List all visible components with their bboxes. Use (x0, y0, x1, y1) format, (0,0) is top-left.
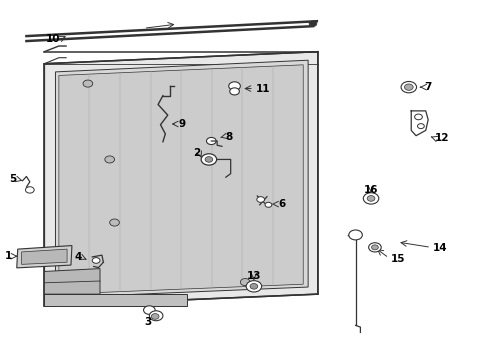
Circle shape (201, 154, 217, 165)
Text: 14: 14 (433, 243, 448, 253)
Polygon shape (44, 294, 187, 306)
Text: 1: 1 (4, 251, 12, 261)
Circle shape (417, 123, 424, 129)
Text: 16: 16 (364, 185, 378, 195)
Circle shape (110, 219, 120, 226)
Text: 15: 15 (391, 254, 405, 264)
Text: 10: 10 (46, 34, 60, 44)
Circle shape (229, 82, 241, 90)
Circle shape (363, 193, 379, 204)
Circle shape (206, 138, 216, 145)
Circle shape (401, 81, 416, 93)
Circle shape (257, 197, 265, 202)
Text: 8: 8 (225, 132, 232, 142)
Circle shape (205, 157, 213, 162)
Polygon shape (55, 60, 308, 298)
Text: 4: 4 (74, 252, 82, 262)
Text: 11: 11 (256, 84, 270, 94)
Circle shape (83, 80, 93, 87)
Circle shape (415, 114, 422, 120)
Circle shape (151, 314, 159, 319)
Circle shape (371, 245, 378, 250)
Text: 7: 7 (424, 82, 432, 92)
Circle shape (144, 306, 155, 314)
Polygon shape (59, 65, 303, 294)
Circle shape (367, 195, 375, 201)
Circle shape (368, 243, 381, 252)
Circle shape (105, 156, 115, 163)
Polygon shape (22, 249, 67, 264)
Circle shape (149, 311, 163, 321)
Circle shape (246, 281, 262, 292)
Circle shape (230, 88, 240, 95)
Text: 12: 12 (435, 133, 449, 143)
Circle shape (349, 230, 362, 240)
Circle shape (92, 258, 100, 263)
Polygon shape (17, 246, 72, 268)
Circle shape (25, 187, 34, 193)
Circle shape (265, 202, 272, 207)
Circle shape (309, 21, 317, 27)
Circle shape (241, 279, 250, 285)
Text: 5: 5 (9, 174, 17, 184)
Text: 6: 6 (278, 199, 285, 209)
Polygon shape (44, 269, 100, 294)
Text: 9: 9 (178, 119, 186, 129)
Text: 3: 3 (145, 318, 152, 328)
Polygon shape (44, 52, 318, 306)
Circle shape (404, 84, 413, 90)
Text: 2: 2 (194, 148, 201, 158)
Circle shape (250, 283, 258, 289)
Text: 13: 13 (246, 271, 261, 281)
